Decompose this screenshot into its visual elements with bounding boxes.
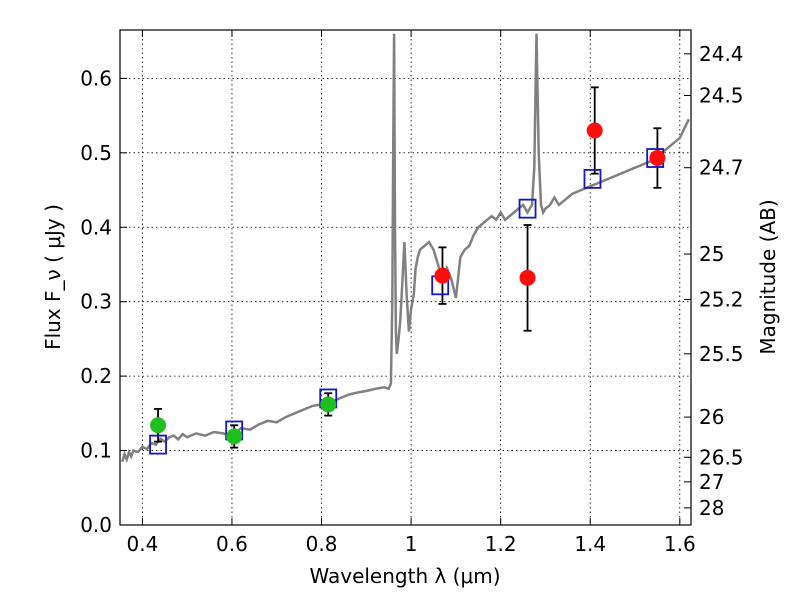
right-tick-label: 24.4 xyxy=(699,42,744,66)
y-axis-label: Flux F_ν ( μJy ) xyxy=(41,204,65,350)
right-axis-label: Magnitude (AB) xyxy=(756,199,780,354)
y-tick-label: 0.5 xyxy=(80,141,112,165)
right-tick-label: 25.5 xyxy=(699,342,744,366)
observed-points xyxy=(150,122,666,445)
y-tick-label: 0.2 xyxy=(80,364,112,388)
y-tick-label: 0.0 xyxy=(80,513,112,537)
y-tick-label: 0.4 xyxy=(80,215,112,239)
model-point xyxy=(149,434,167,455)
right-tick-label: 24.7 xyxy=(699,156,744,180)
observed-point xyxy=(434,267,451,284)
model-points xyxy=(149,148,665,455)
observed-point xyxy=(150,417,167,434)
model-spectrum xyxy=(121,33,690,464)
x-tick-label: 1.2 xyxy=(485,532,517,556)
model-point xyxy=(583,168,602,189)
y-tick-label: 0.3 xyxy=(80,290,112,314)
plot-border xyxy=(119,29,692,526)
x-axis-ticks: 0.4 0.6 0.8 1 1.2 1.4 1.6 xyxy=(126,30,696,556)
right-tick-label: 26.5 xyxy=(699,445,744,469)
observed-point xyxy=(226,428,243,445)
x-tick-label: 1.6 xyxy=(664,532,696,556)
right-tick-label: 25.2 xyxy=(699,287,744,311)
right-tick-label: 25 xyxy=(699,242,724,266)
observed-point xyxy=(649,150,666,167)
right-tick-label: 26 xyxy=(699,405,724,429)
x-tick-label: 1 xyxy=(405,532,418,556)
observed-point xyxy=(519,269,536,286)
x-tick-label: 1.4 xyxy=(574,532,606,556)
observed-point xyxy=(586,122,603,139)
y-tick-label: 0.1 xyxy=(80,439,112,463)
y-axis-ticks: 0.0 0.1 0.2 0.3 0.4 0.5 0.6 xyxy=(80,66,127,537)
x-tick-label: 0.4 xyxy=(126,532,158,556)
x-tick-label: 0.8 xyxy=(306,532,338,556)
y-tick-label: 0.6 xyxy=(80,66,112,90)
x-tick-label: 0.6 xyxy=(216,532,248,556)
right-tick-label: 24.5 xyxy=(699,84,744,108)
spectrum-line xyxy=(121,33,690,464)
right-tick-label: 27 xyxy=(699,470,724,494)
grid xyxy=(120,30,691,526)
observed-point xyxy=(320,396,337,413)
model-point xyxy=(518,198,537,219)
right-tick-label: 28 xyxy=(699,496,724,520)
x-axis-label: Wavelength λ (μm) xyxy=(309,564,500,588)
